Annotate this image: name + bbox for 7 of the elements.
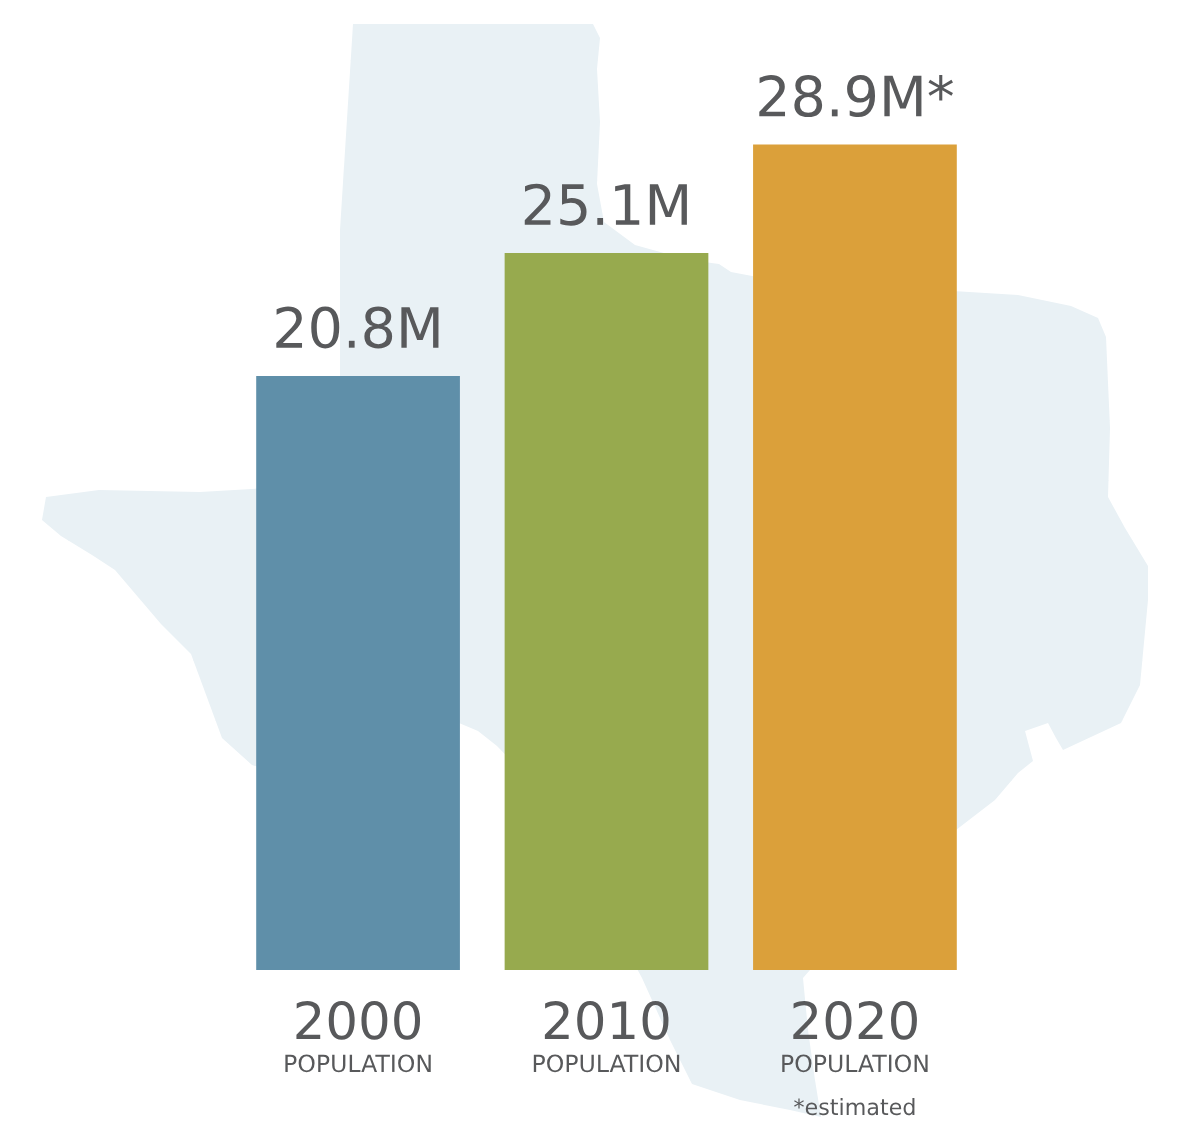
- x-tick-label: 2000 POPULATION: [285, 1000, 431, 1073]
- text: *estimated: [794, 1098, 915, 1116]
- data-label: 25.1M: [524, 183, 687, 226]
- x-tick-label: 2010 POPULATION: [533, 1000, 680, 1073]
- x-tick-label: 2020 POPULATION: [782, 1000, 928, 1073]
- data-label: 28.9M*: [759, 75, 953, 118]
- data-label: 20.8M: [276, 306, 439, 349]
